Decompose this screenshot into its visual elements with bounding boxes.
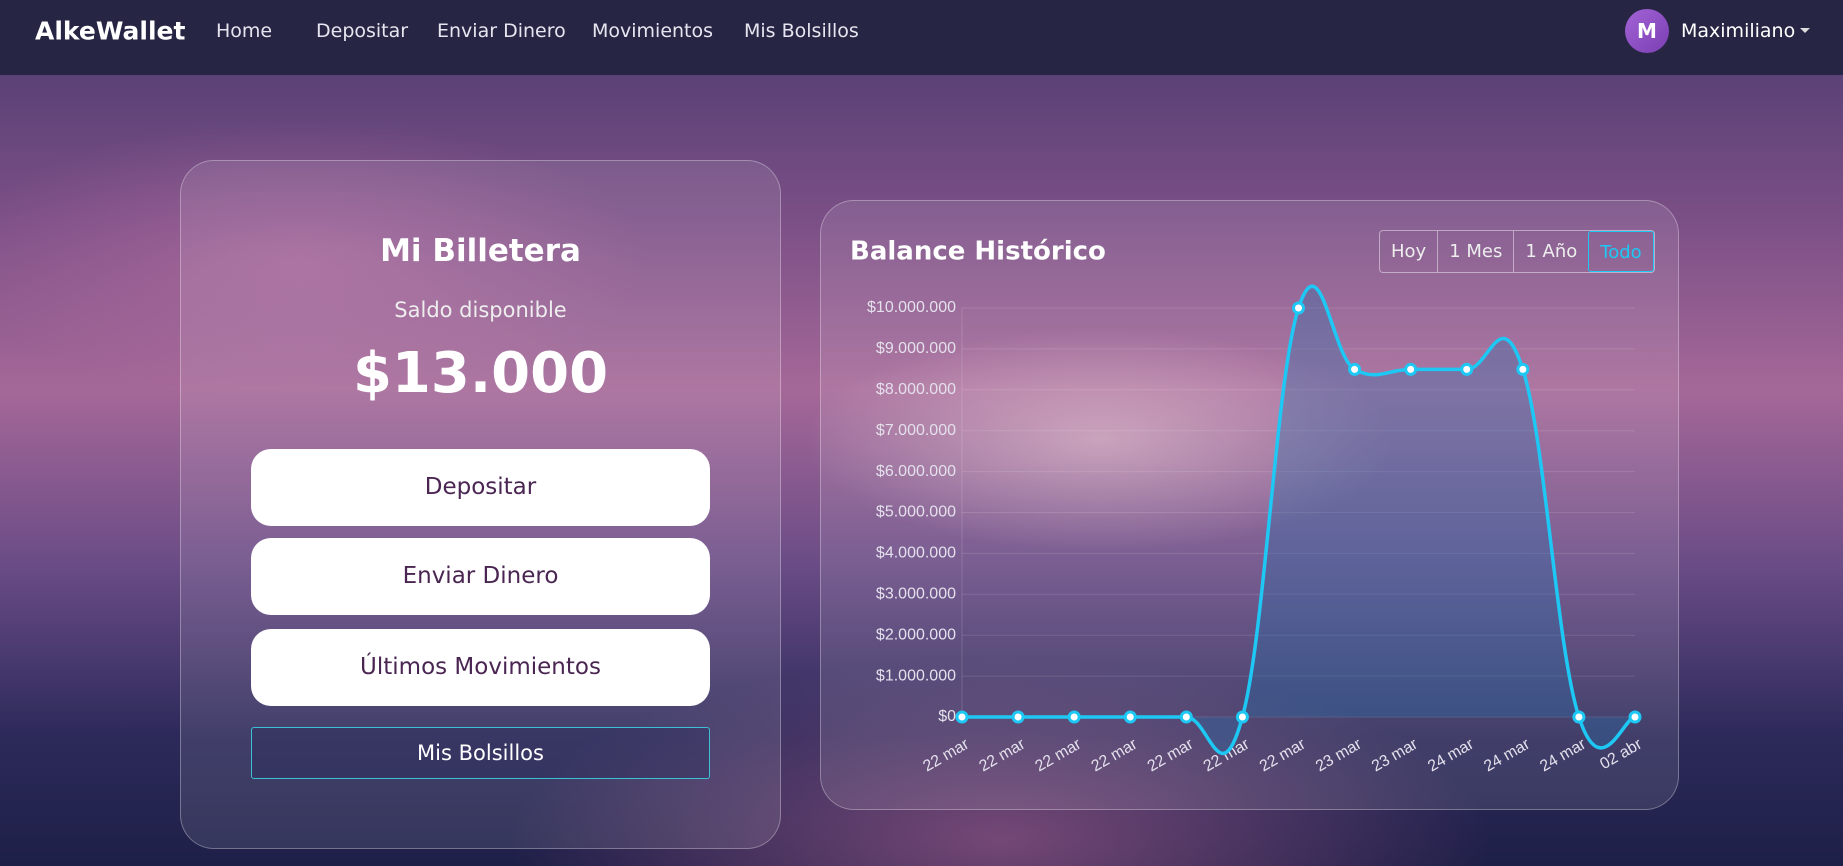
point xyxy=(1123,710,1137,724)
outline-button[interactable]: Mis Bolsillos xyxy=(251,727,710,779)
y-tick-label: $6.000.000 xyxy=(876,463,956,480)
y-tick-label: $5.000.000 xyxy=(876,504,956,521)
line xyxy=(961,284,1636,755)
point xyxy=(1292,301,1305,315)
x-tick-label: 22 mar xyxy=(1257,735,1309,775)
navbar: AlkeWallet Home Depositar Enviar Dinero … xyxy=(0,0,1843,75)
wallet-title: Mi Billetera xyxy=(380,233,581,269)
point xyxy=(1460,362,1474,376)
point xyxy=(1348,362,1362,376)
area xyxy=(962,286,1635,754)
user-menu[interactable]: Maximiliano xyxy=(1681,20,1796,42)
nav-link[interactable]: Enviar Dinero xyxy=(437,20,566,42)
range-button[interactable]: Todo xyxy=(1588,231,1654,272)
point xyxy=(1235,710,1249,724)
range-selector: Hoy 1 Mes 1 Año Todo xyxy=(1379,230,1655,273)
y-tick-label: $4.000.000 xyxy=(876,545,956,562)
range-button[interactable]: 1 Año xyxy=(1513,231,1588,272)
point xyxy=(955,710,969,724)
y-tick-label: $3.000.000 xyxy=(876,586,956,603)
x-tick-label: 24 mar xyxy=(1537,735,1589,775)
y-tick-label: $2.000.000 xyxy=(876,626,956,643)
wallet-subtitle: Saldo disponible xyxy=(394,298,567,322)
brand[interactable]: AlkeWallet xyxy=(35,16,186,46)
balance: $13.000 xyxy=(352,341,609,406)
chart-title: Balance Histórico xyxy=(850,237,1106,267)
y-tick-label: $7.000.000 xyxy=(876,422,956,439)
x-tick-label: 22 mar xyxy=(1145,735,1197,775)
y-tick-label: $9.000.000 xyxy=(876,340,956,357)
x-tick-label: 22 mar xyxy=(1089,735,1141,775)
range-button[interactable]: Hoy xyxy=(1391,241,1427,262)
x-tick-label: 23 mar xyxy=(1313,735,1365,775)
action-button[interactable]: Depositar xyxy=(251,449,710,526)
action-button[interactable]: Enviar Dinero xyxy=(251,538,710,615)
caret[interactable] xyxy=(1800,28,1810,38)
y-tick-label: $8.000.000 xyxy=(876,381,956,398)
range-button[interactable]: 1 Mes xyxy=(1437,231,1513,272)
x-tick-label: 22 mar xyxy=(920,735,972,775)
action-button[interactable]: Últimos Movimientos xyxy=(251,629,710,706)
x-tick-label: 24 mar xyxy=(1425,735,1477,775)
nav-link[interactable]: Depositar xyxy=(316,20,409,42)
avatar[interactable]: M xyxy=(1625,9,1669,53)
x-tick-label: 22 mar xyxy=(1033,735,1085,775)
nav-link[interactable]: Movimientos xyxy=(592,20,714,42)
point xyxy=(1404,362,1418,376)
x-tick-label: 22 mar xyxy=(976,735,1028,775)
x-tick-label: 23 mar xyxy=(1369,735,1421,775)
y-tick-label: $0 xyxy=(938,708,956,725)
point xyxy=(1067,710,1081,724)
chart: Balance Histórico $0 $1.000.000 $2.000.000… xyxy=(850,237,1646,776)
chart-card: Balance Histórico $0 $1.000.000 $2.000.000… xyxy=(820,200,1679,810)
x-tick-label: 24 mar xyxy=(1481,735,1533,775)
point xyxy=(1011,710,1025,724)
point xyxy=(1516,362,1530,376)
point xyxy=(1572,710,1586,724)
point xyxy=(1179,710,1193,724)
y-tick-label: $10.000.000 xyxy=(867,299,956,316)
y-tick-label: $1.000.000 xyxy=(876,667,956,684)
wallet-card: Mi Billetera Saldo disponible $13.000 De… xyxy=(180,160,781,849)
point xyxy=(1628,710,1642,724)
nav-link[interactable]: Home xyxy=(216,20,273,42)
nav-link[interactable]: Mis Bolsillos xyxy=(744,20,859,42)
